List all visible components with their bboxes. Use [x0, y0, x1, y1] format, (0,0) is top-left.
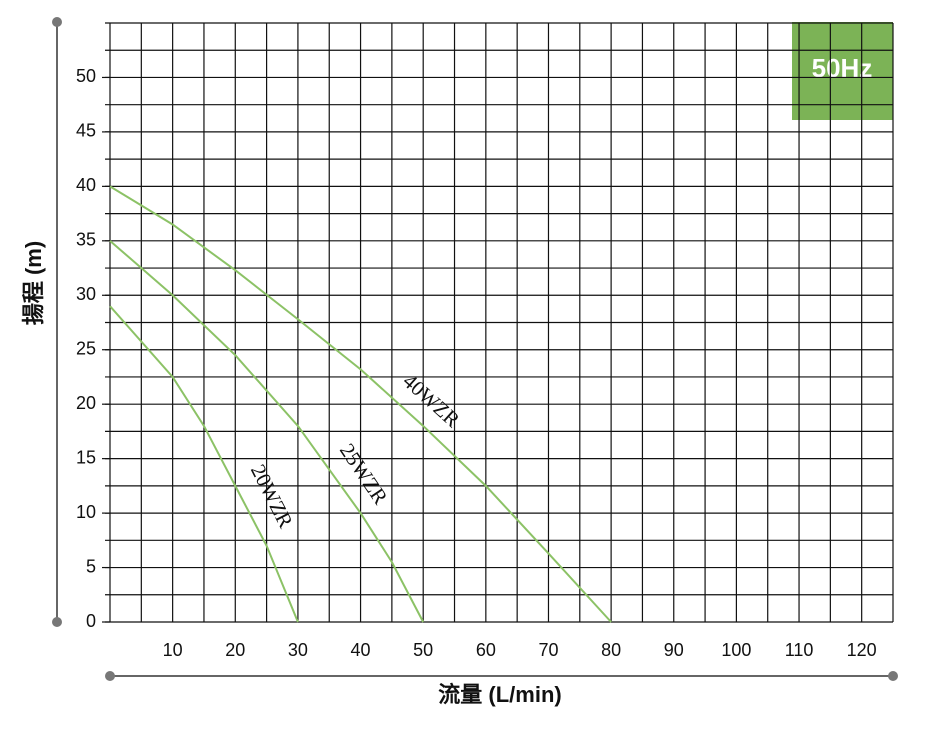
x-tick-label: 40 — [351, 640, 371, 660]
x-tick-label: 90 — [664, 640, 684, 660]
y-tick-label: 5 — [86, 556, 96, 576]
y-tick-label: 20 — [76, 393, 96, 413]
x-tick-label: 110 — [785, 640, 814, 660]
x-tick-label: 80 — [601, 640, 621, 660]
badge-box — [792, 22, 893, 120]
x-tick-label: 10 — [163, 640, 183, 660]
y-tick-label: 0 — [86, 611, 96, 631]
y-tick-label: 50 — [76, 66, 96, 86]
badge: 50Hz — [812, 53, 873, 83]
y-tick-label: 25 — [76, 338, 96, 358]
x-tick-label: 60 — [476, 640, 496, 660]
x-axis-title: 流量 (L/min) — [438, 682, 561, 707]
axis-dot — [105, 671, 115, 681]
axis-dot — [52, 617, 62, 627]
x-tick-label: 30 — [288, 640, 308, 660]
x-tick-label: 20 — [225, 640, 245, 660]
x-tick-label: 120 — [847, 640, 877, 660]
axis-dot — [52, 17, 62, 27]
y-tick-label: 40 — [76, 175, 96, 195]
x-tick-label: 100 — [721, 640, 751, 660]
y-axis-title: 揚程 (m) — [21, 241, 46, 325]
y-tick-label: 10 — [76, 502, 96, 522]
y-tick-label: 45 — [76, 121, 96, 141]
y-tick-label: 30 — [76, 284, 96, 304]
x-tick-label: 70 — [538, 640, 558, 660]
curve — [109, 185, 612, 623]
x-tick-label: 50 — [413, 640, 433, 660]
curve — [109, 240, 425, 623]
curve-label: 25WZR — [335, 439, 393, 509]
y-tick-label: 35 — [76, 230, 96, 250]
axis-dot — [888, 671, 898, 681]
y-tick-label: 15 — [76, 447, 96, 467]
curve — [109, 305, 299, 623]
